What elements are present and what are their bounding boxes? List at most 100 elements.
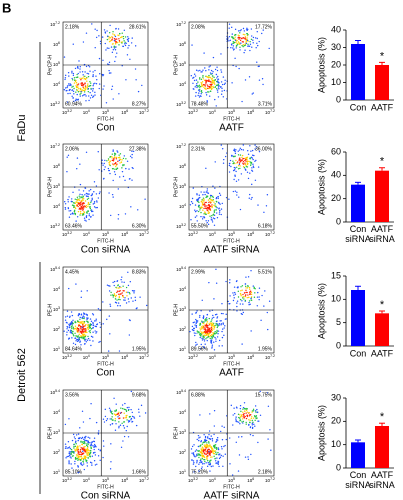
flow-dot [116, 167, 119, 170]
flow-dot [235, 170, 237, 173]
y-tick-label: 40 [331, 170, 341, 180]
flow-dot [207, 223, 210, 226]
flow-dot [200, 441, 202, 443]
flow-dot [218, 323, 221, 325]
tick-label: 103.2 [50, 223, 60, 229]
flow-dot [251, 183, 253, 186]
flow-dot [239, 39, 242, 42]
flow-dot [64, 201, 66, 203]
flow-dot [88, 214, 90, 217]
flow-dot [233, 294, 235, 296]
flow-dot [194, 324, 196, 326]
flow-dot [248, 160, 250, 163]
flow-dot [223, 334, 225, 337]
flow-dot [206, 322, 208, 325]
flow-dot [200, 211, 202, 214]
flow-dot [221, 90, 223, 92]
flow-dot [216, 324, 219, 326]
tick-base: 10 [62, 232, 68, 237]
flow-dot [198, 96, 201, 98]
flow-dot [223, 426, 225, 429]
flow-dot [105, 102, 108, 104]
flow-dot [209, 461, 211, 463]
flow-dot [258, 287, 261, 289]
flow-dot [224, 325, 226, 327]
flow-dot [96, 200, 98, 202]
flow-dot [200, 343, 202, 346]
tick-base: 10 [53, 307, 59, 312]
flow-dots [64, 390, 147, 474]
flow-dot [68, 453, 71, 455]
flow-dot [76, 216, 79, 218]
flow-dot [79, 88, 82, 91]
flow-dot [78, 458, 81, 460]
flow-dot [202, 317, 205, 320]
flow-dot [213, 446, 216, 448]
flow-dot [239, 414, 241, 416]
flow-dot [77, 91, 80, 93]
flow-dot [108, 31, 111, 34]
x-axis-label: FITC-H [97, 238, 114, 244]
flow-dot [90, 94, 93, 96]
flow-dot [65, 446, 67, 448]
flow-dot [212, 465, 214, 467]
flow-dot [98, 192, 101, 195]
flow-dot [216, 212, 218, 214]
tick-exponent: 3.2 [193, 477, 198, 481]
flow-dot [72, 74, 75, 77]
flow-dot [118, 425, 120, 428]
flow-dot [195, 341, 197, 344]
flow-dot [247, 153, 250, 156]
flow-dot [115, 156, 118, 159]
flow-dot [200, 201, 203, 203]
quadrant-percent: 15.75% [255, 392, 273, 398]
flow-dot [81, 464, 84, 466]
flow-dot [249, 419, 251, 421]
flow-dot [223, 83, 226, 86]
flow-dot [69, 315, 71, 318]
tick-base: 10 [265, 478, 271, 483]
flow-dot [247, 458, 250, 461]
flow-dot [106, 30, 108, 32]
tick-exponent: 6 [58, 41, 60, 45]
flow-dot [79, 93, 81, 95]
flow-dot [201, 71, 203, 73]
flow-dot [71, 70, 73, 73]
flow-dot [121, 170, 124, 173]
flow-dot [95, 207, 97, 209]
flow-dot [238, 436, 240, 438]
flow-dot [73, 210, 76, 213]
tick-label: 105.4 [50, 389, 60, 395]
tick-exponent: 5 [107, 231, 109, 235]
flow-dot [210, 78, 213, 80]
flow-dot [262, 83, 264, 86]
flow-dot [206, 465, 209, 468]
flow-dot [89, 81, 91, 83]
flow-dot [250, 297, 252, 300]
flow-dot [75, 340, 77, 342]
flow-dot [123, 427, 126, 429]
flow-dot [71, 323, 73, 325]
flow-dot [204, 459, 206, 461]
flow-dot [78, 471, 80, 473]
flow-dot [199, 327, 201, 329]
flow-dot [244, 34, 246, 36]
flow-dot [246, 411, 249, 413]
flow-dot [73, 100, 75, 103]
flow-dot [210, 451, 212, 454]
flow-dot [228, 23, 231, 25]
tick-base: 10 [179, 410, 185, 415]
flow-dot [242, 33, 245, 36]
tick-label: 103.2 [188, 354, 198, 360]
flow-dot [88, 218, 90, 221]
flow-dot [198, 450, 200, 452]
flow-dot [235, 65, 237, 68]
flow-dot [189, 204, 192, 206]
tick-exponent: 4 [88, 231, 90, 235]
flow-dot [75, 76, 77, 79]
flow-dot [205, 320, 207, 322]
flow-dot [89, 205, 91, 208]
flow-dot [84, 451, 87, 453]
flow-dot [215, 338, 217, 340]
flow-dot [84, 187, 87, 189]
